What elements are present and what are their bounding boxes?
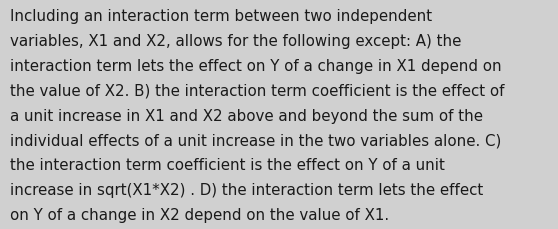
- Text: on Y of a change in X2 depend on the value of X1.: on Y of a change in X2 depend on the val…: [10, 207, 389, 222]
- Text: individual effects of a unit increase in the two variables alone. C): individual effects of a unit increase in…: [10, 133, 502, 148]
- Text: increase in sqrt(X1*X2) . D) the interaction term lets the effect: increase in sqrt(X1*X2) . D) the interac…: [10, 182, 483, 197]
- Text: Including an interaction term between two independent: Including an interaction term between tw…: [10, 9, 432, 24]
- Text: interaction term lets the effect on Y of a change in X1 depend on: interaction term lets the effect on Y of…: [10, 59, 502, 74]
- Text: variables, X1 and X2, allows for the following except: A) the: variables, X1 and X2, allows for the fol…: [10, 34, 461, 49]
- Text: the interaction term coefficient is the effect on Y of a unit: the interaction term coefficient is the …: [10, 158, 445, 172]
- Text: a unit increase in X1 and X2 above and beyond the sum of the: a unit increase in X1 and X2 above and b…: [10, 108, 483, 123]
- Text: the value of X2. B) the interaction term coefficient is the effect of: the value of X2. B) the interaction term…: [10, 83, 504, 98]
